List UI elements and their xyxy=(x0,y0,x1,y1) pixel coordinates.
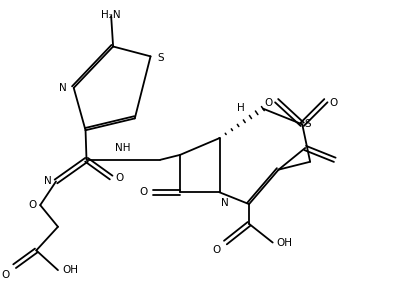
Text: H₂N: H₂N xyxy=(101,10,121,20)
Text: H: H xyxy=(237,102,245,112)
Text: O: O xyxy=(139,187,147,197)
Text: S: S xyxy=(304,119,311,129)
Text: N: N xyxy=(59,83,67,93)
Text: O: O xyxy=(265,98,273,108)
Text: O: O xyxy=(1,270,10,280)
Text: NH: NH xyxy=(115,143,131,153)
Text: OH: OH xyxy=(62,265,78,275)
Text: N: N xyxy=(222,198,229,208)
Text: O: O xyxy=(212,246,220,256)
Text: O: O xyxy=(330,98,338,108)
Text: N: N xyxy=(44,176,52,187)
Text: S: S xyxy=(157,53,164,63)
Text: OH: OH xyxy=(276,237,293,248)
Text: O: O xyxy=(115,173,123,182)
Text: O: O xyxy=(28,200,36,210)
